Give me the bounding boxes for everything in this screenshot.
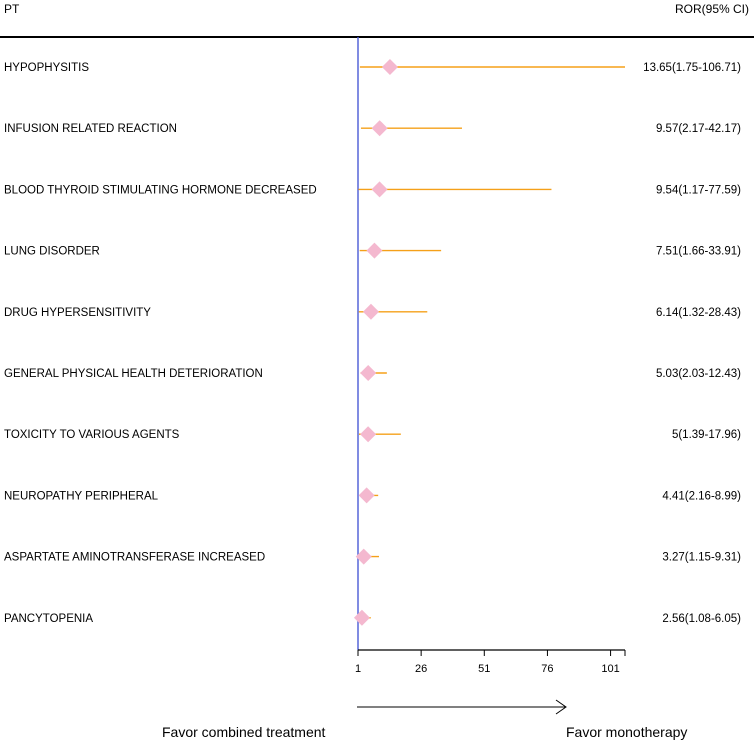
forest-rows: HYPOPHYSITIS 13.65(1.75-106.71) INFUSION R… <box>4 59 741 626</box>
pt-label: DRUG HYPERSENSITIVITY <box>4 307 151 319</box>
ror-label: 5.03(2.03-12.43) <box>656 368 741 380</box>
ror-marker <box>366 242 383 259</box>
x-tick-label: 76 <box>541 663 553 675</box>
pt-label: ASPARTATE AMINOTRANSFERASE INCREASED <box>4 552 265 564</box>
ror-label: 7.51(1.66-33.91) <box>656 246 741 258</box>
forest-row: TOXICITY TO VARIOUS AGENTS 5(1.39-17.96) <box>4 426 741 443</box>
forest-row: GENERAL PHYSICAL HEALTH DETERIORATION 5.0… <box>4 365 741 381</box>
ror-marker <box>371 120 388 137</box>
pt-label: GENERAL PHYSICAL HEALTH DETERIORATION <box>4 368 263 380</box>
pt-label: PANCYTOPENIA <box>4 613 93 625</box>
pt-label: INFUSION RELATED REACTION <box>4 123 177 135</box>
ror-label: 9.57(2.17-42.17) <box>656 123 741 135</box>
ror-label: 3.27(1.15-9.31) <box>662 552 741 564</box>
forest-row: NEUROPATHY PERIPHERAL 4.41(2.16-8.99) <box>4 487 741 504</box>
forest-row: ASPARTATE AMINOTRANSFERASE INCREASED 3.27… <box>4 548 741 565</box>
forest-row: BLOOD THYROID STIMULATING HORMONE DECREA… <box>4 181 741 198</box>
x-tick-label: 26 <box>415 663 427 675</box>
favor-arrow <box>357 699 567 715</box>
forest-row: LUNG DISORDER 7.51(1.66-33.91) <box>4 242 741 259</box>
ror-marker <box>358 487 375 504</box>
ror-marker <box>371 181 388 198</box>
x-tick-label: 101 <box>601 663 619 675</box>
forest-row: HYPOPHYSITIS 13.65(1.75-106.71) <box>4 59 741 75</box>
ror-header: ROR(95% CI) <box>675 2 749 16</box>
pt-label: HYPOPHYSITIS <box>4 62 89 74</box>
ror-marker <box>355 548 372 565</box>
ror-label: 13.65(1.75-106.71) <box>643 62 741 74</box>
x-axis: 1 26 51 76 101 <box>355 649 626 675</box>
ror-marker <box>353 609 370 626</box>
x-tick-label: 1 <box>355 663 361 675</box>
ror-label: 4.41(2.16-8.99) <box>662 490 741 502</box>
ror-marker <box>362 303 379 320</box>
forest-row: INFUSION RELATED REACTION 9.57(2.17-42.17… <box>4 120 741 137</box>
ror-label: 9.54(1.17-77.59) <box>656 184 741 196</box>
favor-combined-label: Favor combined treatment <box>162 724 326 740</box>
ror-label: 6.14(1.32-28.43) <box>656 307 741 319</box>
favor-monotherapy-label: Favor monotherapy <box>566 724 687 740</box>
forest-row: PANCYTOPENIA 2.56(1.08-6.05) <box>4 609 741 626</box>
ror-label: 2.56(1.08-6.05) <box>662 613 741 625</box>
ror-marker <box>360 365 377 381</box>
pt-label: LUNG DISORDER <box>4 246 100 258</box>
pt-header: PT <box>4 2 20 16</box>
pt-label: NEUROPATHY PERIPHERAL <box>4 490 159 502</box>
pt-label: BLOOD THYROID STIMULATING HORMONE DECREA… <box>4 184 317 196</box>
ror-label: 5(1.39-17.96) <box>672 429 741 441</box>
ror-marker <box>381 59 398 75</box>
pt-label: TOXICITY TO VARIOUS AGENTS <box>4 429 180 441</box>
x-tick-label: 51 <box>478 663 490 675</box>
forest-row: DRUG HYPERSENSITIVITY 6.14(1.32-28.43) <box>4 303 741 320</box>
ror-marker <box>360 426 377 443</box>
